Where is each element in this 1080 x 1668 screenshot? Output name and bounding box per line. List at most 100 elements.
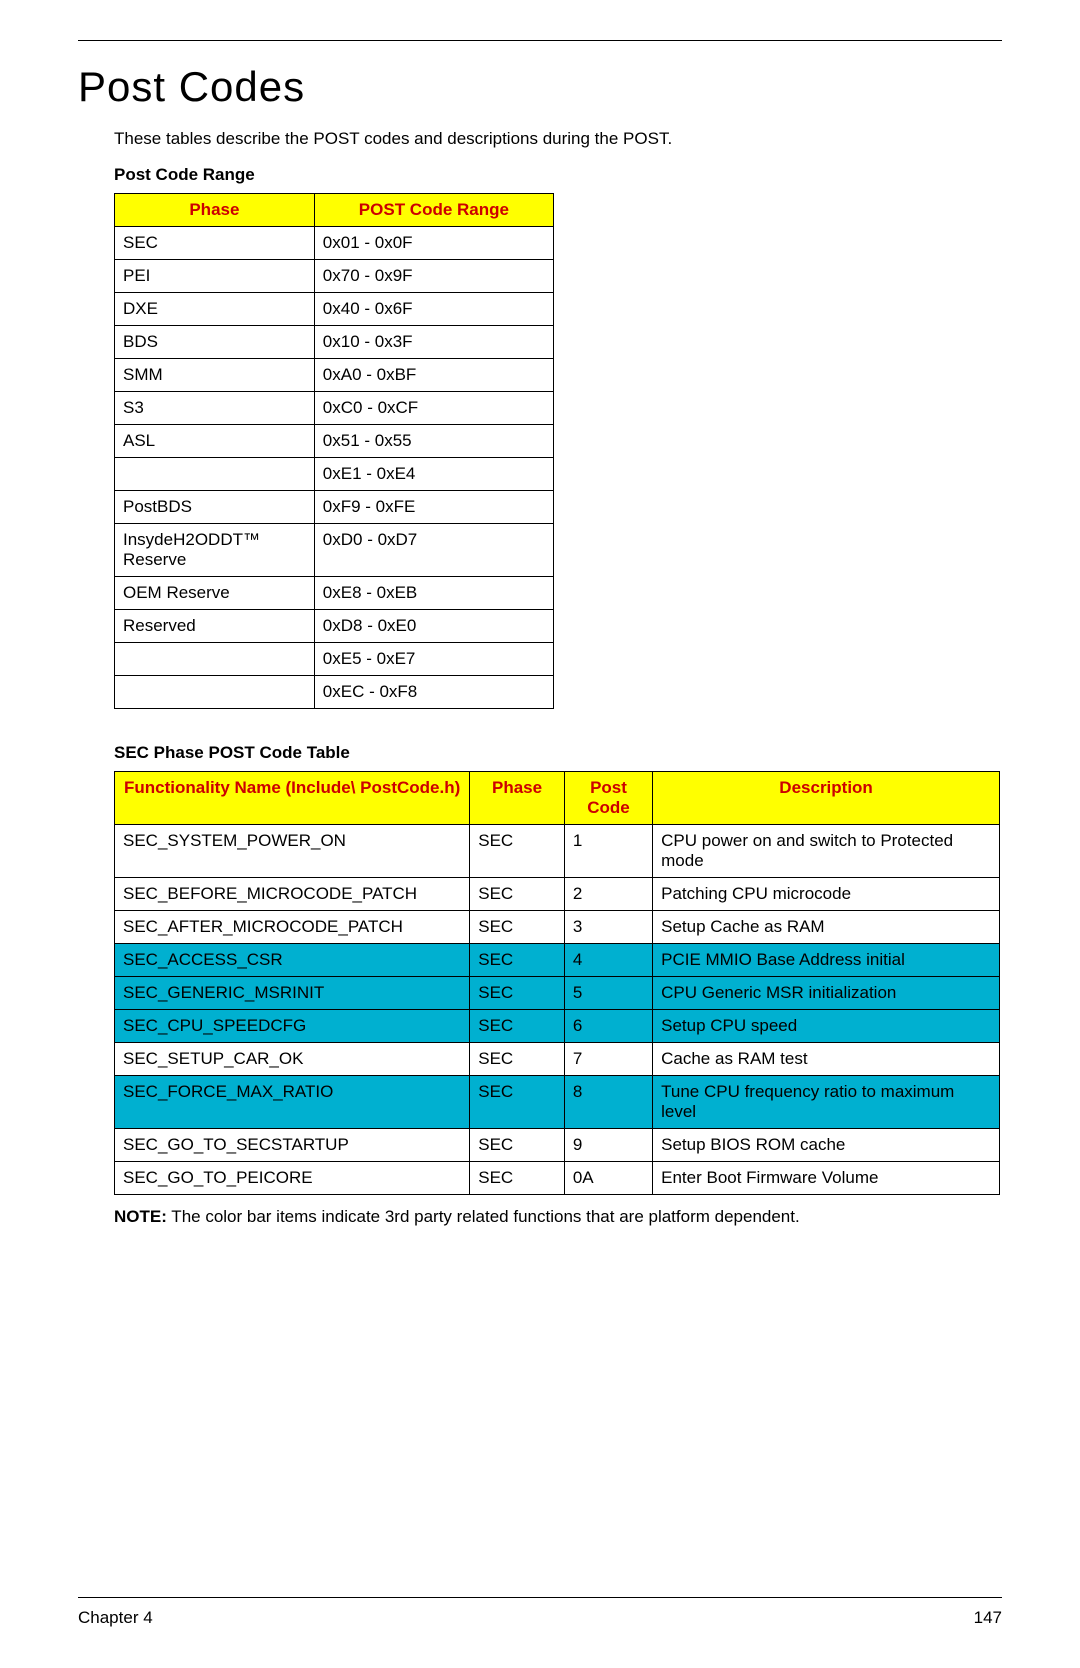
sec-cell-code: 4: [564, 944, 652, 977]
range-cell-phase: [115, 458, 315, 491]
sec-cell-fn: SEC_SETUP_CAR_OK: [115, 1043, 470, 1076]
range-cell-phase: S3: [115, 392, 315, 425]
range-table: Phase POST Code Range SEC0x01 - 0x0FPEI0…: [114, 193, 554, 709]
table-row: DXE0x40 - 0x6F: [115, 293, 554, 326]
sec-cell-fn: SEC_CPU_SPEEDCFG: [115, 1010, 470, 1043]
footer-page-number: 147: [974, 1608, 1002, 1628]
sec-cell-fn: SEC_AFTER_MICROCODE_PATCH: [115, 911, 470, 944]
sec-cell-phase: SEC: [470, 1010, 565, 1043]
sec-cell-phase: SEC: [470, 1076, 565, 1129]
sec-cell-code: 7: [564, 1043, 652, 1076]
range-cell-phase: [115, 676, 315, 709]
range-cell-range: 0xE8 - 0xEB: [314, 577, 553, 610]
table-row: 0xEC - 0xF8: [115, 676, 554, 709]
table-row: 0xE5 - 0xE7: [115, 643, 554, 676]
sec-cell-desc: Tune CPU frequency ratio to maximum leve…: [653, 1076, 1000, 1129]
table-row: SEC_GO_TO_PEICORESEC0AEnter Boot Firmwar…: [115, 1162, 1000, 1195]
note-label: NOTE:: [114, 1207, 167, 1226]
sec-cell-desc: Enter Boot Firmware Volume: [653, 1162, 1000, 1195]
sec-cell-fn: SEC_BEFORE_MICROCODE_PATCH: [115, 878, 470, 911]
range-cell-range: 0x40 - 0x6F: [314, 293, 553, 326]
table-row: SEC_GO_TO_SECSTARTUPSEC9Setup BIOS ROM c…: [115, 1129, 1000, 1162]
range-cell-range: 0x10 - 0x3F: [314, 326, 553, 359]
sec-cell-phase: SEC: [470, 1162, 565, 1195]
page-content: Post Codes These tables describe the POS…: [0, 0, 1080, 1277]
sec-cell-desc: Cache as RAM test: [653, 1043, 1000, 1076]
table-row: SEC0x01 - 0x0F: [115, 227, 554, 260]
table-row: Reserved0xD8 - 0xE0: [115, 610, 554, 643]
range-th-range: POST Code Range: [314, 194, 553, 227]
sec-cell-desc: Setup Cache as RAM: [653, 911, 1000, 944]
sec-cell-desc: CPU Generic MSR initialization: [653, 977, 1000, 1010]
range-cell-range: 0xD0 - 0xD7: [314, 524, 553, 577]
table-row: SEC_CPU_SPEEDCFGSEC6Setup CPU speed: [115, 1010, 1000, 1043]
range-cell-phase: [115, 643, 315, 676]
table-row: SEC_SYSTEM_POWER_ONSEC1CPU power on and …: [115, 825, 1000, 878]
note-text: The color bar items indicate 3rd party r…: [167, 1207, 800, 1226]
sec-cell-phase: SEC: [470, 825, 565, 878]
sec-cell-code: 2: [564, 878, 652, 911]
range-cell-phase: DXE: [115, 293, 315, 326]
sec-cell-fn: SEC_FORCE_MAX_RATIO: [115, 1076, 470, 1129]
top-rule: [78, 40, 1002, 41]
table-row: SEC_SETUP_CAR_OKSEC7Cache as RAM test: [115, 1043, 1000, 1076]
sec-cell-code: 9: [564, 1129, 652, 1162]
table-row: SEC_ACCESS_CSRSEC4PCIE MMIO Base Address…: [115, 944, 1000, 977]
sec-cell-phase: SEC: [470, 944, 565, 977]
range-cell-phase: OEM Reserve: [115, 577, 315, 610]
table-row: OEM Reserve0xE8 - 0xEB: [115, 577, 554, 610]
sec-cell-fn: SEC_GO_TO_PEICORE: [115, 1162, 470, 1195]
sec-cell-phase: SEC: [470, 878, 565, 911]
sec-cell-fn: SEC_ACCESS_CSR: [115, 944, 470, 977]
footer-rule: [78, 1597, 1002, 1598]
sec-cell-code: 8: [564, 1076, 652, 1129]
sec-cell-code: 5: [564, 977, 652, 1010]
table-row: SEC_GENERIC_MSRINITSEC5CPU Generic MSR i…: [115, 977, 1000, 1010]
sec-cell-desc: Setup BIOS ROM cache: [653, 1129, 1000, 1162]
sec-cell-phase: SEC: [470, 911, 565, 944]
range-cell-range: 0xD8 - 0xE0: [314, 610, 553, 643]
table-row: SEC_AFTER_MICROCODE_PATCHSEC3Setup Cache…: [115, 911, 1000, 944]
table-row: S30xC0 - 0xCF: [115, 392, 554, 425]
sec-th-desc: Description: [653, 772, 1000, 825]
sec-table-header-row: Functionality Name (Include\ PostCode.h)…: [115, 772, 1000, 825]
table-row: PEI0x70 - 0x9F: [115, 260, 554, 293]
page-title: Post Codes: [78, 63, 1002, 111]
range-table-caption: Post Code Range: [114, 165, 1002, 185]
sec-cell-desc: CPU power on and switch to Protected mod…: [653, 825, 1000, 878]
sec-cell-desc: Setup CPU speed: [653, 1010, 1000, 1043]
range-cell-phase: BDS: [115, 326, 315, 359]
table-row: SEC_BEFORE_MICROCODE_PATCHSEC2Patching C…: [115, 878, 1000, 911]
range-cell-range: 0xE5 - 0xE7: [314, 643, 553, 676]
range-cell-phase: ASL: [115, 425, 315, 458]
range-cell-range: 0xF9 - 0xFE: [314, 491, 553, 524]
sec-cell-code: 0A: [564, 1162, 652, 1195]
footer-chapter: Chapter 4: [78, 1608, 153, 1628]
sec-th-code: Post Code: [564, 772, 652, 825]
table-row: SEC_FORCE_MAX_RATIOSEC8Tune CPU frequenc…: [115, 1076, 1000, 1129]
range-cell-range: 0x70 - 0x9F: [314, 260, 553, 293]
range-th-phase: Phase: [115, 194, 315, 227]
sec-table-caption: SEC Phase POST Code Table: [114, 743, 1002, 763]
range-cell-phase: InsydeH2ODDT™ Reserve: [115, 524, 315, 577]
range-cell-range: 0xC0 - 0xCF: [314, 392, 553, 425]
sec-th-phase: Phase: [470, 772, 565, 825]
range-cell-range: 0xE1 - 0xE4: [314, 458, 553, 491]
sec-cell-fn: SEC_SYSTEM_POWER_ON: [115, 825, 470, 878]
table-row: 0xE1 - 0xE4: [115, 458, 554, 491]
sec-cell-phase: SEC: [470, 1129, 565, 1162]
table-row: ASL0x51 - 0x55: [115, 425, 554, 458]
sec-cell-fn: SEC_GENERIC_MSRINIT: [115, 977, 470, 1010]
table-row: InsydeH2ODDT™ Reserve0xD0 - 0xD7: [115, 524, 554, 577]
range-cell-range: 0xA0 - 0xBF: [314, 359, 553, 392]
page-footer: Chapter 4 147: [0, 1597, 1080, 1668]
table-row: SMM0xA0 - 0xBF: [115, 359, 554, 392]
sec-cell-desc: PCIE MMIO Base Address initial: [653, 944, 1000, 977]
range-cell-phase: Reserved: [115, 610, 315, 643]
sec-table: Functionality Name (Include\ PostCode.h)…: [114, 771, 1000, 1195]
table-row: BDS0x10 - 0x3F: [115, 326, 554, 359]
sec-th-fn: Functionality Name (Include\ PostCode.h): [115, 772, 470, 825]
range-cell-phase: SEC: [115, 227, 315, 260]
range-cell-phase: PostBDS: [115, 491, 315, 524]
range-table-header-row: Phase POST Code Range: [115, 194, 554, 227]
